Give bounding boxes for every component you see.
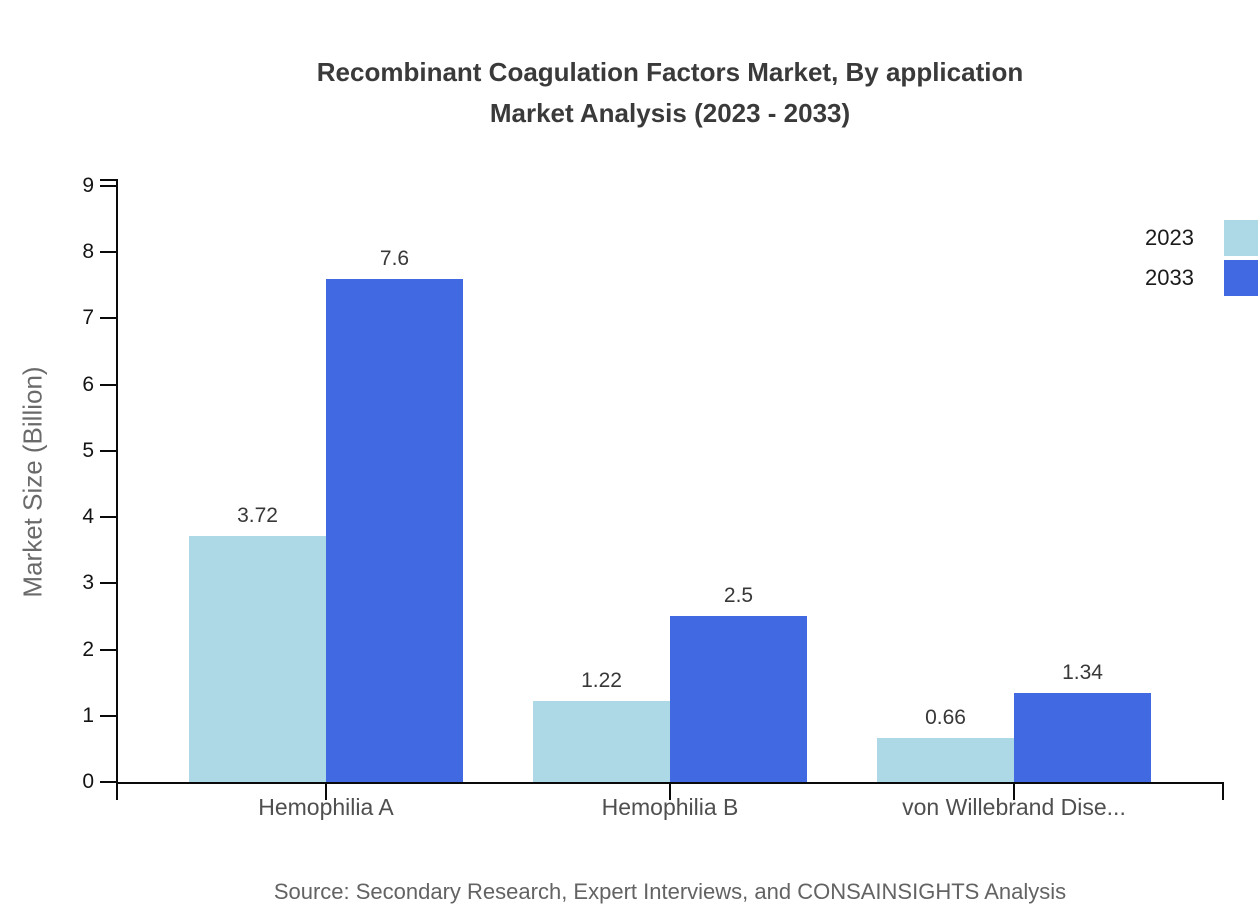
y-tick-label: 2 — [82, 637, 94, 661]
y-tick — [100, 582, 116, 585]
y-tick-label: 3 — [82, 571, 94, 595]
y-tick — [100, 516, 116, 519]
x-tick — [116, 782, 118, 800]
bar-2023 — [189, 535, 326, 782]
y-tick — [100, 714, 116, 717]
bar-value-label: 1.34 — [1062, 661, 1103, 685]
y-tick — [100, 317, 116, 320]
legend-item: 2033 — [1145, 260, 1258, 296]
y-tick-label: 6 — [82, 372, 94, 396]
x-tick — [1013, 782, 1015, 800]
y-tick-label: 4 — [82, 505, 94, 529]
bar-value-label: 2.5 — [723, 584, 754, 608]
legend-swatch — [1224, 260, 1258, 296]
bar-value-label: 3.72 — [237, 503, 278, 527]
x-tick — [1222, 782, 1224, 800]
y-tick — [100, 648, 116, 651]
y-axis-end-cap — [100, 179, 116, 181]
category-label: Hemophilia B — [601, 794, 739, 820]
chart-title-line2: Market Analysis (2023 - 2033) — [489, 98, 851, 128]
x-tick — [669, 782, 671, 800]
chart-title: Recombinant Coagulation Factors Market, … — [80, 52, 1260, 134]
category-label: von Willebrand Dise... — [902, 794, 1126, 820]
y-tick — [100, 185, 116, 187]
bar-value-label: 7.6 — [379, 246, 410, 270]
bar-2033 — [670, 616, 807, 782]
chart-title-line1: Recombinant Coagulation Factors Market, … — [316, 57, 1024, 87]
y-tick-label: 8 — [82, 240, 94, 264]
y-tick — [100, 449, 116, 452]
legend-label: 2023 — [1145, 225, 1194, 250]
y-tick-label: 1 — [82, 703, 94, 727]
source-caption: Source: Secondary Research, Expert Inter… — [273, 879, 1067, 904]
y-tick — [100, 383, 116, 386]
legend-label: 2033 — [1145, 265, 1194, 290]
legend-swatch — [1224, 220, 1258, 256]
category-label: Hemophilia A — [258, 794, 394, 820]
bar-value-label: 1.22 — [581, 669, 622, 693]
bar-2023 — [533, 701, 670, 782]
bar-2023 — [877, 738, 1014, 782]
y-tick — [100, 251, 116, 254]
bar-2033 — [326, 278, 463, 782]
legend: 2023 2033 — [1145, 220, 1258, 300]
bar-2033 — [1014, 693, 1151, 782]
y-tick — [100, 781, 116, 783]
legend-item: 2023 — [1145, 220, 1258, 256]
y-axis-line — [116, 179, 118, 782]
y-axis-title: Market Size (Billion) — [17, 366, 48, 598]
plot-area: 0 1 2 3 4 5 6 7 8 9 Hemophilia A Hemophilia B von Wi… — [82, 174, 1224, 820]
y-tick-label: 5 — [82, 438, 94, 462]
bar-value-label: 0.66 — [925, 706, 966, 730]
y-tick-label: 0 — [82, 770, 94, 793]
y-tick-label: 9 — [82, 174, 94, 197]
x-tick — [325, 782, 327, 800]
y-tick-label: 7 — [82, 306, 94, 330]
